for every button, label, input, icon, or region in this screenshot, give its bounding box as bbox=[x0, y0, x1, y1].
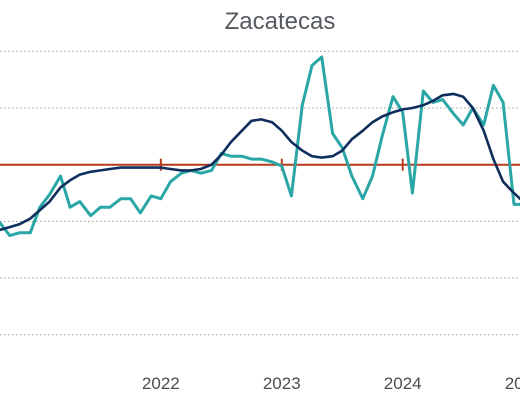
series-line-raw bbox=[0, 55, 520, 238]
series-group bbox=[0, 55, 520, 238]
chart-title: Zacatecas bbox=[224, 8, 336, 35]
x-tick-label: 2022 bbox=[142, 374, 180, 393]
series-line-trend bbox=[0, 92, 520, 232]
x-tick-label: 2025 bbox=[505, 374, 520, 393]
y-gridlines bbox=[0, 50, 520, 336]
x-tick-label: 2024 bbox=[384, 374, 422, 393]
x-tick-labels: 2022 2023 2024 2025 bbox=[142, 374, 520, 393]
x-tick-label: 2023 bbox=[263, 374, 301, 393]
